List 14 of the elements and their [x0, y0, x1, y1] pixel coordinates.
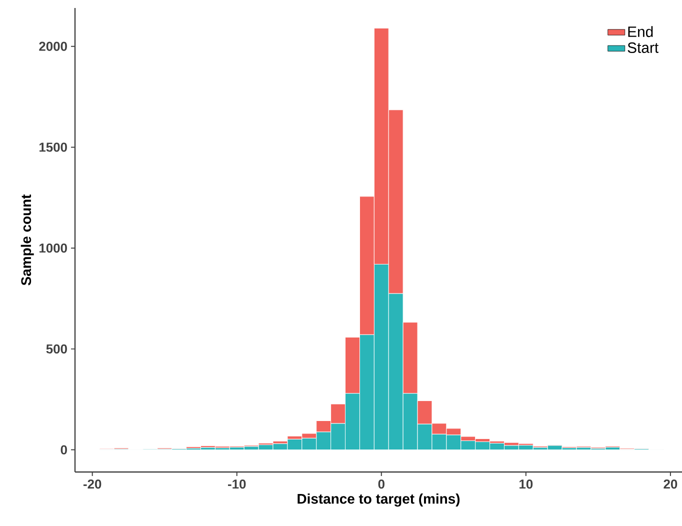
- x-tick-label: 10: [520, 480, 533, 489]
- y-tick-label: 2000: [39, 42, 67, 51]
- x-tick-label: 20: [664, 480, 678, 489]
- legend-label: End: [628, 26, 653, 38]
- y-tick-label: 1000: [39, 243, 67, 253]
- x-tick-label: -10: [228, 480, 246, 489]
- y-tick-label: 500: [46, 344, 67, 354]
- y-axis-title: Sample count: [20, 194, 34, 286]
- y-tick-label: 0: [60, 445, 67, 454]
- x-tick-label: 0: [378, 480, 384, 489]
- x-axis-title: Distance to target (mins): [298, 494, 460, 507]
- x-tick-label: -20: [83, 480, 102, 489]
- y-tick-label: 1500: [39, 142, 67, 152]
- legend-label: Start: [628, 42, 659, 53]
